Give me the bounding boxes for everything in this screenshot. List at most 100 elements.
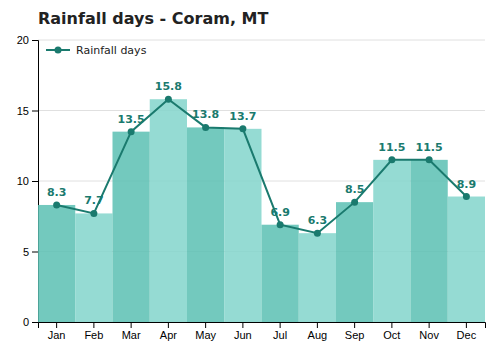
point (128, 128, 135, 135)
y-tick-label: 20 (17, 34, 29, 46)
data-label: 13.5 (118, 113, 145, 126)
y-tick-label: 5 (23, 246, 29, 258)
x-axis-line (39, 323, 486, 329)
column (38, 205, 75, 322)
data-label: 7.7 (84, 194, 104, 207)
plot: 0 5 10 15 20 Jan Feb Mar Apr May Jun Jul Aug Sep Oct No… (17, 34, 486, 341)
x-tick-label: Sep (345, 329, 365, 341)
column (75, 213, 112, 322)
x-tick-label: Jun (234, 329, 252, 341)
x-tick-mark (317, 322, 318, 328)
data-label: 8.9 (457, 178, 477, 191)
column (224, 129, 261, 322)
x-tick: Aug (308, 322, 328, 341)
y-tick-mark (32, 252, 38, 253)
y-tick-mark (32, 322, 38, 323)
legend-swatch-marker (55, 47, 62, 54)
y-tick-mark (32, 181, 38, 182)
x-tick-label: Mar (122, 329, 141, 341)
x-tick: May (195, 322, 216, 341)
data-label: 13.7 (229, 110, 256, 123)
y-axis-line (32, 41, 39, 323)
y-tick-label: 10 (17, 175, 29, 187)
legend-item: Rainfall days (46, 44, 147, 57)
x-tick-mark (280, 322, 281, 328)
x-axis: Jan Feb Mar Apr May Jun Jul Aug Sep Oct Nov Dec (39, 322, 486, 341)
y-axis: 0 5 10 15 20 (17, 34, 39, 328)
legend-label: Rainfall days (76, 44, 147, 57)
x-tick: Jun (234, 322, 252, 341)
data-label: 8.5 (345, 183, 365, 196)
y-tick: 0 (23, 316, 38, 328)
x-tick-label: Nov (419, 329, 439, 341)
x-tick: Feb (84, 322, 103, 341)
point (277, 221, 284, 228)
title: Rainfall days - Coram, MT (38, 9, 268, 28)
point (90, 210, 97, 217)
x-tick-mark (168, 322, 169, 328)
x-tick: Nov (419, 322, 439, 341)
x-tick: Dec (457, 322, 477, 341)
grid-line (38, 40, 485, 41)
x-tick-mark (466, 322, 467, 328)
point (463, 193, 470, 200)
x-tick-label: Apr (160, 329, 177, 341)
data-label: 15.8 (155, 80, 182, 93)
x-tick-label: Aug (308, 329, 328, 341)
point (53, 201, 60, 208)
x-tick-mark (93, 322, 94, 328)
grid-line (38, 110, 485, 111)
y-tick: 20 (17, 34, 38, 46)
x-tick-label: Dec (457, 329, 477, 341)
columns (38, 99, 485, 322)
x-tick: Oct (383, 322, 400, 341)
x-tick-label: Jul (273, 329, 287, 341)
point (239, 125, 246, 132)
column (448, 197, 485, 322)
point (351, 199, 358, 206)
y-tick-label: 0 (23, 316, 29, 328)
y-tick-mark (32, 40, 38, 41)
data-label: 11.5 (416, 141, 443, 154)
y-tick: 5 (23, 246, 38, 258)
chart: 0 5 10 15 20 Jan Feb Mar Apr May Jun Jul Aug Sep Oct No… (0, 0, 500, 350)
data-label: 13.8 (192, 108, 219, 121)
marks (38, 96, 485, 322)
x-tick: Jan (48, 322, 66, 341)
x-tick-label: Jan (48, 329, 66, 341)
data-label: 11.5 (378, 141, 405, 154)
column (411, 160, 448, 322)
column (150, 99, 187, 322)
x-tick-mark (56, 322, 57, 328)
column (336, 202, 373, 322)
x-tick-label: May (195, 329, 216, 341)
point (426, 156, 433, 163)
x-tick: Apr (160, 322, 177, 341)
x-tick-mark (391, 322, 392, 328)
data-label: 6.3 (308, 214, 328, 227)
column (262, 225, 299, 322)
x-tick-mark (131, 322, 132, 328)
x-tick-mark (354, 322, 355, 328)
legend: Rainfall days (46, 44, 147, 57)
y-tick-mark (32, 111, 38, 112)
y-tick: 10 (17, 175, 38, 187)
y-tick: 15 (17, 105, 38, 117)
point (202, 124, 209, 131)
grid (38, 40, 485, 322)
x-tick: Jul (273, 322, 287, 341)
x-tick: Mar (122, 322, 141, 341)
x-tick: Sep (345, 322, 365, 341)
x-tick-mark (242, 322, 243, 328)
x-tick-label: Feb (84, 329, 103, 341)
data-label: 6.9 (270, 206, 290, 219)
column (373, 160, 410, 322)
x-tick-mark (205, 322, 206, 328)
line (57, 99, 467, 233)
x-tick-label: Oct (383, 329, 400, 341)
column (187, 127, 224, 322)
point (314, 230, 321, 237)
points (53, 96, 470, 237)
point (165, 96, 172, 103)
data-label: 8.3 (47, 186, 67, 199)
